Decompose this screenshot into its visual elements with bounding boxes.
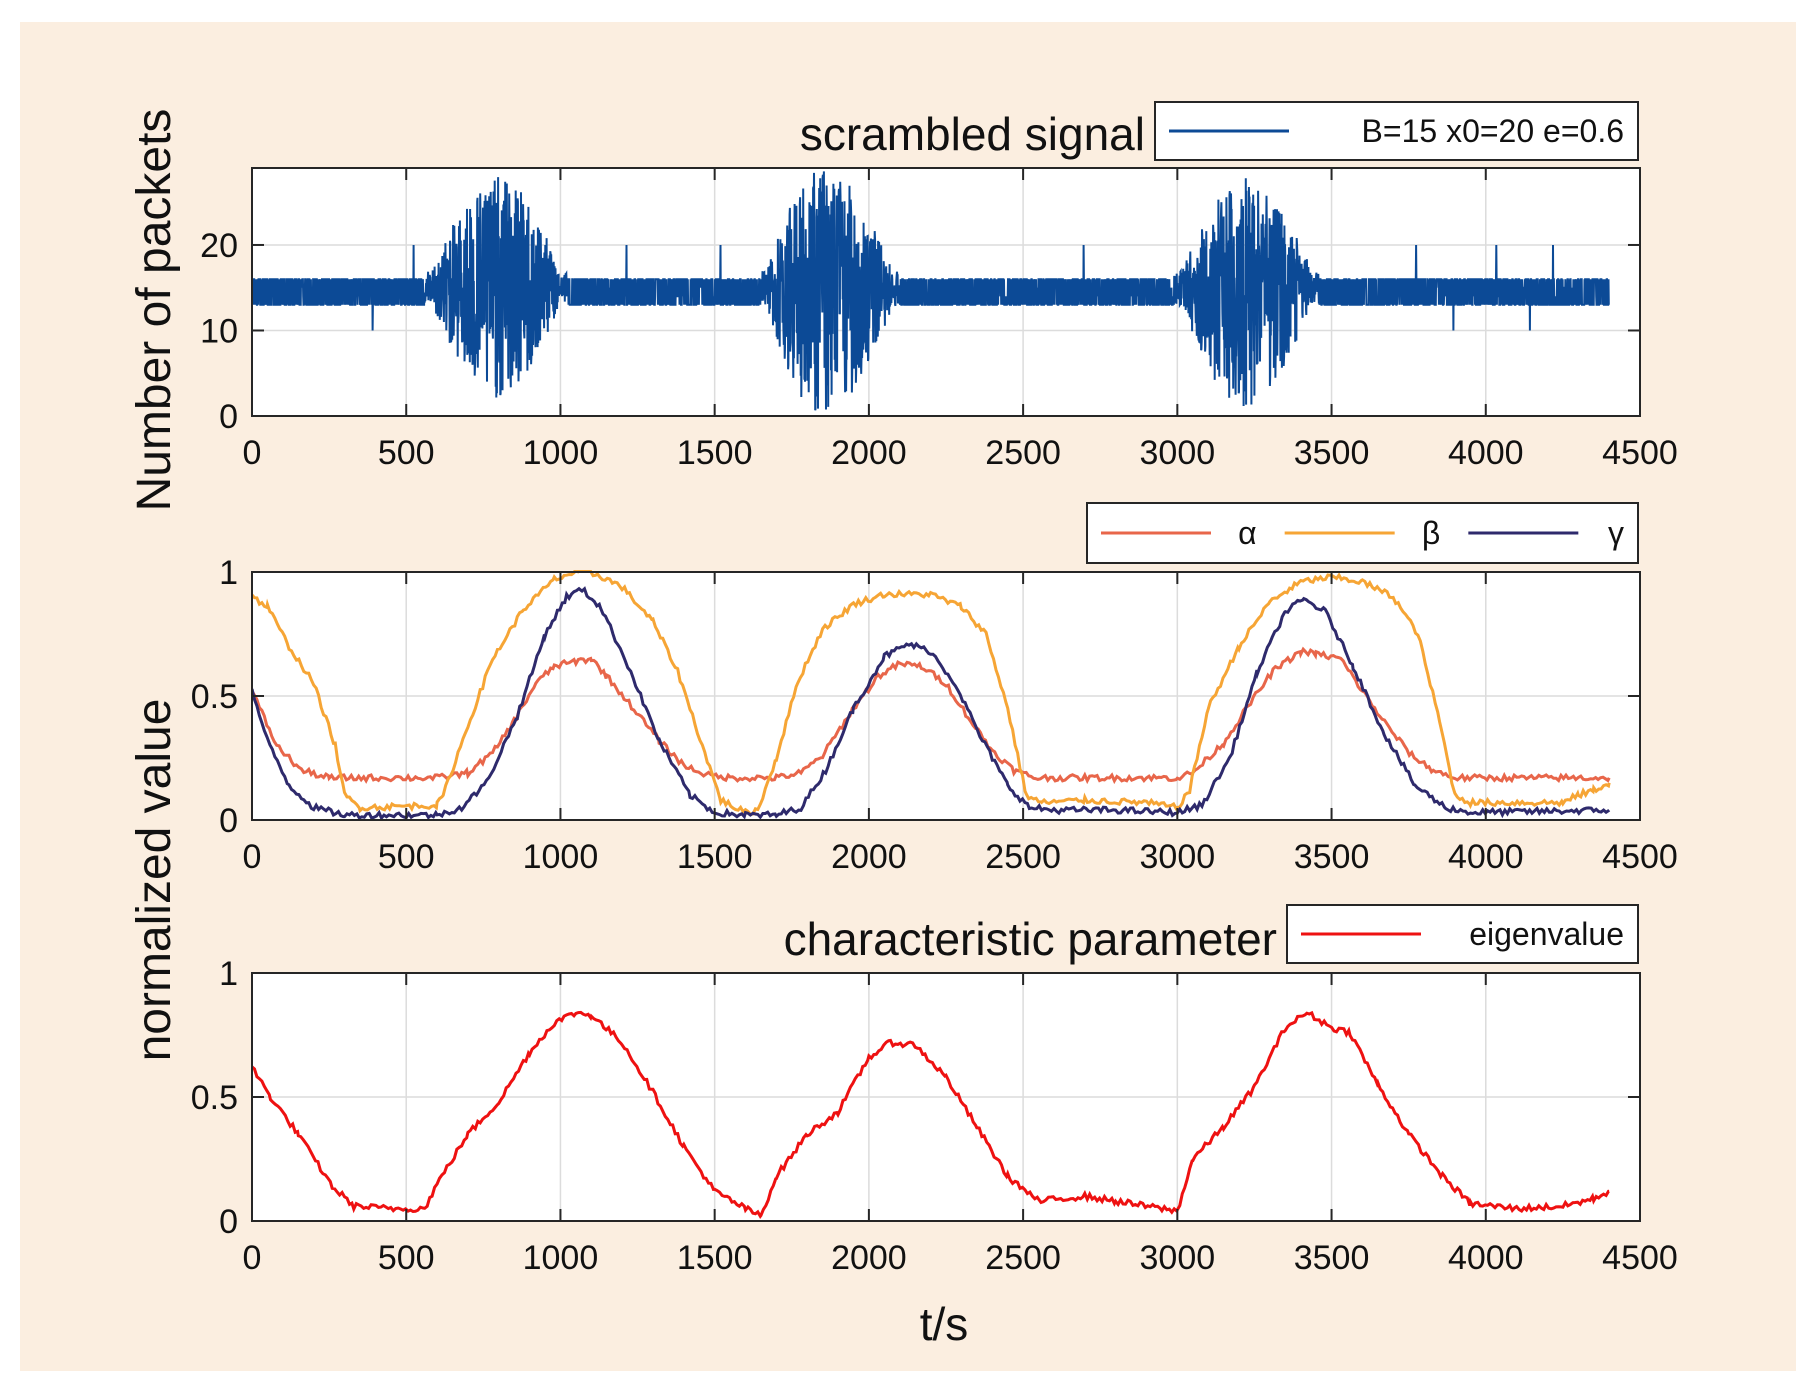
series-line-0: [252, 1010, 1610, 1220]
x-tick-label: 500: [378, 434, 435, 472]
chart-title: scrambled signal: [800, 108, 1145, 160]
x-axis-label: t/s: [920, 1298, 969, 1350]
x-tick-label: 2000: [831, 838, 907, 876]
x-tick-label: 4500: [1602, 434, 1678, 472]
legend-label: β: [1422, 515, 1440, 551]
x-tick-label: 1500: [677, 434, 753, 472]
x-tick-label: 2000: [831, 1239, 907, 1277]
y-tick-label: 10: [200, 312, 238, 350]
y-tick-label: 0.5: [191, 678, 238, 716]
x-tick-label: 4500: [1602, 1239, 1678, 1277]
x-tick-label: 4000: [1448, 434, 1524, 472]
y-axis-label-upper: Number of packets: [128, 109, 181, 512]
x-tick-label: 0: [243, 838, 262, 876]
series-line-0: [252, 171, 1610, 411]
x-tick-label: 2500: [985, 434, 1061, 472]
legend-label: B=15 x0=20 e=0.6: [1362, 113, 1624, 149]
plot-characteristic-parameter: 0 500 1000 1500 2000 2500 3000 3500 4000 4500 0 0.5…: [191, 904, 1678, 1277]
x-tick-label: 2500: [985, 1239, 1061, 1277]
x-tick-label: 500: [378, 838, 435, 876]
y-tick-label: 1: [219, 955, 238, 993]
x-tick-label: 3000: [1140, 1239, 1216, 1277]
x-tick-label: 0: [243, 434, 262, 472]
x-tick-label: 4500: [1602, 838, 1678, 876]
y-tick-label: 0: [219, 1203, 238, 1241]
y-tick-label: 0.5: [191, 1079, 238, 1117]
x-tick-label: 2500: [985, 838, 1061, 876]
x-tick-label: 1500: [677, 1239, 753, 1277]
legend: α β γ: [1086, 502, 1639, 564]
legend: B=15 x0=20 e=0.6: [1154, 101, 1639, 161]
x-tick-label: 1000: [523, 434, 599, 472]
x-tick-label: 3000: [1140, 838, 1216, 876]
x-tick-label: 1000: [523, 838, 599, 876]
x-tick-label: 1500: [677, 838, 753, 876]
series-line-1: [252, 570, 1611, 816]
y-tick-label: 20: [200, 227, 238, 265]
legend-label: γ: [1608, 515, 1624, 551]
y-tick-label: 0: [219, 398, 238, 436]
x-tick-label: 1000: [523, 1239, 599, 1277]
x-tick-label: 500: [378, 1239, 435, 1277]
y-tick-label: 0: [219, 802, 238, 840]
x-tick-label: 3500: [1294, 434, 1370, 472]
axes-box: [251, 167, 1641, 417]
x-tick-label: 3000: [1140, 434, 1216, 472]
plot-normalized-values: 0 500 1000 1500 2000 2500 3000 3500 4000 4500 0 0.5…: [191, 502, 1678, 876]
series-line-2: [252, 586, 1611, 821]
x-tick-label: 4000: [1448, 838, 1524, 876]
plot-scrambled-signal: 0 500 1000 1500 2000 2500 3000 3500 4000 4500 0 10 2…: [200, 101, 1678, 472]
y-axis-label-lower: normalized value: [128, 699, 181, 1062]
legend-label: α: [1238, 515, 1257, 551]
series-line-0: [252, 646, 1611, 785]
legend-label: eigenvalue: [1469, 916, 1624, 952]
x-tick-label: 4000: [1448, 1239, 1524, 1277]
legend: eigenvalue: [1286, 904, 1639, 964]
chart-title: characteristic parameter: [784, 913, 1277, 965]
x-tick-label: 3500: [1294, 838, 1370, 876]
x-tick-label: 0: [243, 1239, 262, 1277]
x-tick-label: 3500: [1294, 1239, 1370, 1277]
y-tick-label: 1: [219, 554, 238, 592]
x-tick-label: 2000: [831, 434, 907, 472]
